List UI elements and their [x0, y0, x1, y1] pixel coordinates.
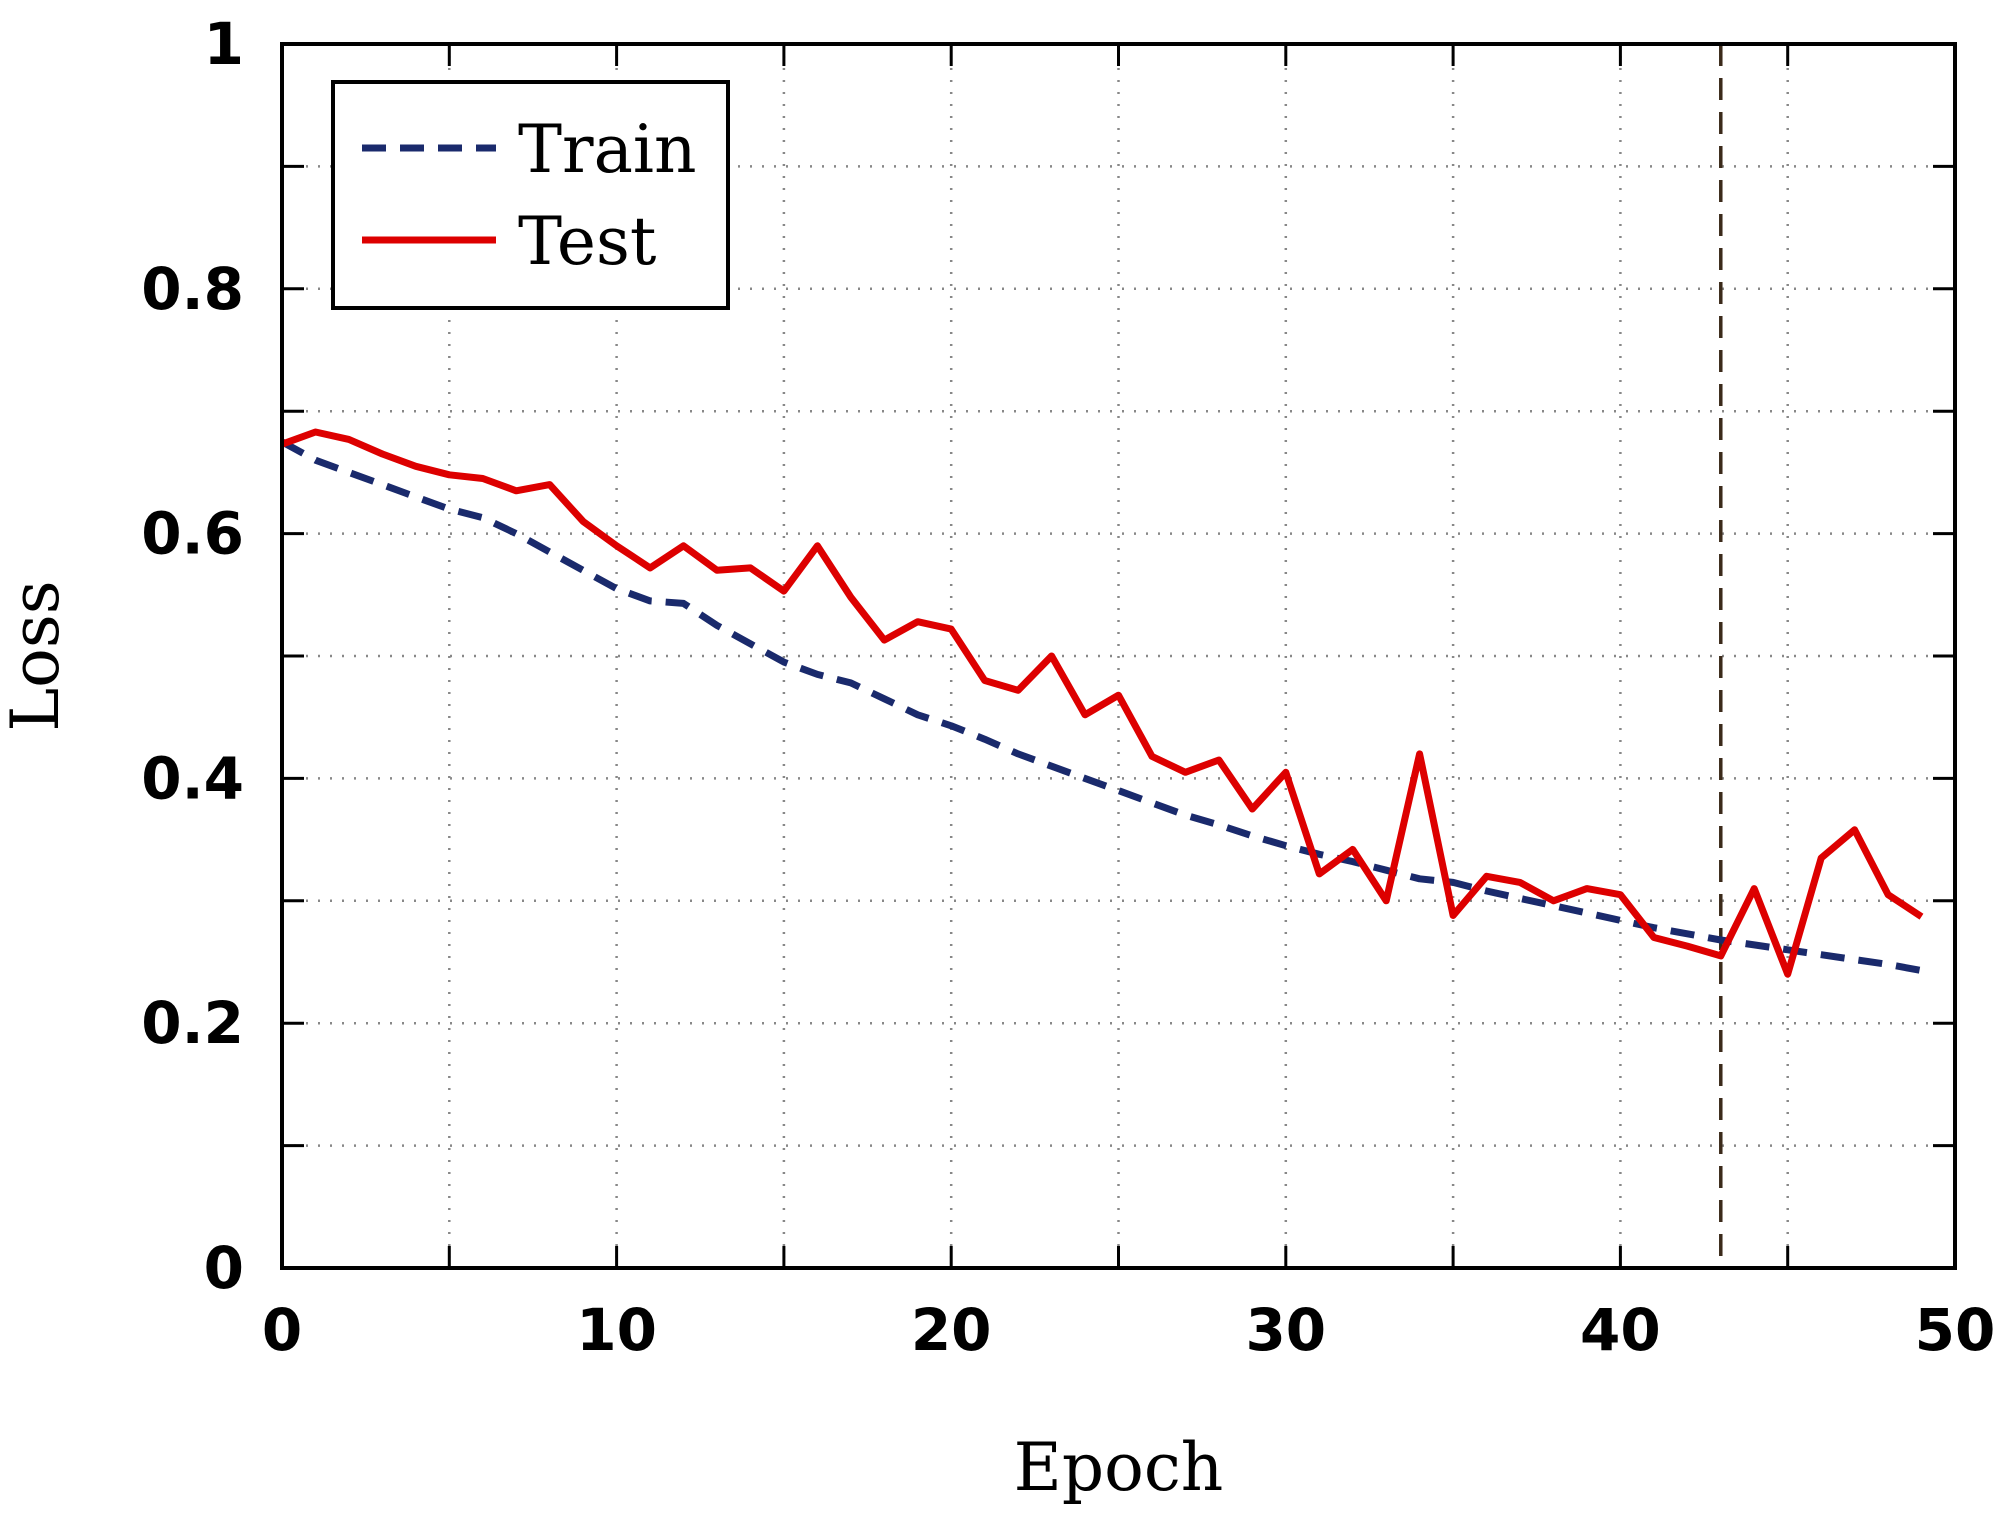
legend-label-train: Train	[518, 111, 697, 188]
y-tick-label: 0.2	[141, 989, 244, 1057]
legend: Train Test	[331, 80, 730, 310]
series-line-test	[280, 428, 1924, 978]
x-axis-label: Epoch	[1014, 1429, 1224, 1506]
x-tick-label: 10	[576, 1296, 657, 1364]
y-tick-label: 0.6	[141, 500, 244, 568]
y-axis-label: Loss	[0, 580, 74, 731]
legend-label-test: Test	[518, 203, 656, 280]
x-tick-label: 40	[1580, 1296, 1661, 1364]
x-tick-label: 0	[262, 1296, 302, 1364]
tick-labels: 0 10 20 30 40 50 0 0.2 0.4 0.6 0.8 1	[141, 10, 1995, 1364]
series-lines	[280, 428, 1924, 978]
x-tick-label: 50	[1915, 1296, 1996, 1364]
x-tick-label: 20	[911, 1296, 992, 1364]
legend-box	[331, 80, 730, 310]
plot-frame	[280, 42, 1957, 1270]
y-tick-label: 0	[204, 1234, 244, 1302]
y-tick-label: 0.8	[141, 255, 244, 323]
axis-ticks	[280, 42, 1957, 1270]
x-tick-label: 30	[1245, 1296, 1326, 1364]
y-tick-label: 0.4	[141, 744, 244, 812]
y-tick-label: 1	[204, 10, 244, 78]
